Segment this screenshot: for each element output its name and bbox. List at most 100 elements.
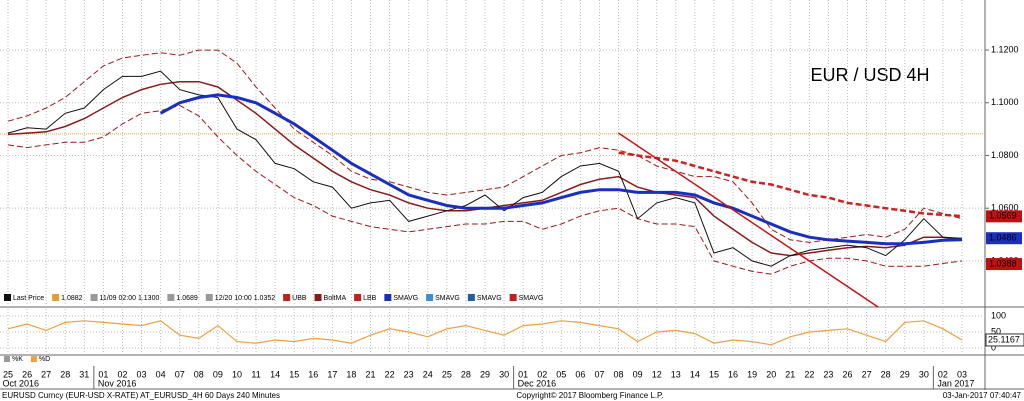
- x-tick-label: 07: [175, 369, 185, 379]
- x-tick-label: 02: [537, 369, 547, 379]
- x-tick-label: 14: [270, 369, 280, 379]
- x-tick-label: 10: [232, 369, 242, 379]
- series-line: [159, 93, 963, 246]
- legend-swatch: [52, 294, 60, 301]
- x-tick-label: 25: [3, 369, 13, 379]
- x-tick-label: 29: [480, 369, 490, 379]
- x-tick-label: 13: [671, 369, 681, 379]
- x-tick-label: 22: [385, 369, 395, 379]
- legend-label: LBB: [363, 295, 377, 302]
- x-tick-label: 27: [41, 369, 51, 379]
- x-tick-label: 21: [785, 369, 795, 379]
- month-label: Dec 2016: [518, 378, 557, 388]
- series-line: [618, 151, 963, 218]
- legend-swatch: [314, 294, 322, 301]
- x-tick-label: 25: [442, 369, 452, 379]
- x-tick-label: 26: [22, 369, 32, 379]
- legend-label: SMAVG: [435, 295, 460, 302]
- price-tag-label: 1.0486: [989, 233, 1017, 243]
- x-tick-label: 28: [461, 369, 471, 379]
- legend-swatch: [205, 294, 213, 301]
- footer-center: Copyright© 2017 Bloomberg Finance L.P.: [516, 391, 663, 400]
- legend-swatch: [426, 294, 434, 301]
- oscillator-tag: [985, 333, 1024, 347]
- price-tag-label: 1.0388: [989, 258, 1017, 268]
- y-tick-label: 1.1000: [991, 97, 1019, 107]
- x-tick-label: 09: [633, 369, 643, 379]
- series-line: [7, 70, 963, 267]
- x-tick-label: 30: [919, 369, 929, 379]
- x-tick-label: 20: [766, 369, 776, 379]
- month-label: Oct 2016: [2, 378, 39, 388]
- x-tick-label: 02: [117, 369, 127, 379]
- x-tick-label: 15: [289, 369, 299, 379]
- x-tick-label: 17: [327, 369, 337, 379]
- legend-swatch: [467, 294, 475, 301]
- y-tick-label: 0: [991, 342, 996, 352]
- x-tick-label: 06: [575, 369, 585, 379]
- legend-swatch: [283, 294, 291, 301]
- x-tick-label: 24: [423, 369, 433, 379]
- footer-right: 03-Jan-2017 07:40:47: [943, 391, 1022, 400]
- legend-label: SMAVG: [393, 295, 418, 302]
- legend-label: BoltMA: [324, 295, 347, 302]
- x-tick-label: 05: [556, 369, 566, 379]
- x-tick-label: 18: [346, 369, 356, 379]
- month-label: Nov 2016: [98, 378, 137, 388]
- legend-swatch: [167, 294, 175, 301]
- legend-label: 1.0689: [176, 295, 198, 302]
- x-tick-label: 01: [518, 369, 528, 379]
- footer-left: EURUSD Curncy (EUR-USD X-RATE) AT_EURUSD…: [2, 391, 280, 400]
- legend-label: %K: [12, 356, 23, 363]
- x-tick-label: 30: [499, 369, 509, 379]
- legend-swatch: [509, 294, 517, 301]
- x-tick-label: 23: [823, 369, 833, 379]
- y-tick-label: 1.1200: [991, 44, 1019, 54]
- x-tick-label: 09: [213, 369, 223, 379]
- x-tick-label: 23: [404, 369, 414, 379]
- y-tick-label: 50: [991, 326, 1001, 336]
- x-tick-label: 22: [804, 369, 814, 379]
- x-tick-label: 16: [308, 369, 318, 379]
- price-tag: [986, 210, 1022, 223]
- price-tag-label: 1.0569: [989, 211, 1017, 221]
- x-tick-label: 28: [60, 369, 70, 379]
- legend-label: UBB: [292, 295, 307, 302]
- y-tick-label: 100: [991, 310, 1006, 320]
- legend-swatch: [4, 294, 11, 301]
- x-tick-label: 29: [900, 369, 910, 379]
- x-tick-label: 07: [594, 369, 604, 379]
- oscillator-line: [7, 320, 963, 346]
- month-label: Jan 2017: [937, 378, 974, 388]
- x-tick-label: 31: [79, 369, 89, 379]
- x-tick-label: 21: [366, 369, 376, 379]
- legend-swatch: [30, 356, 37, 362]
- x-tick-label: 19: [747, 369, 757, 379]
- x-tick-label: 11: [251, 369, 260, 379]
- legend-label: SMAVG: [477, 295, 502, 302]
- chart-title: EUR / USD 4H: [810, 65, 929, 85]
- x-tick-label: 14: [690, 369, 700, 379]
- price-tag: [986, 258, 1022, 271]
- x-tick-label: 15: [709, 369, 719, 379]
- legend-swatch: [354, 294, 362, 301]
- legend-label: %D: [39, 356, 50, 363]
- x-tick-label: 08: [614, 369, 624, 379]
- x-tick-label: 28: [881, 369, 891, 379]
- x-tick-label: 26: [843, 369, 853, 379]
- legend-label: 12/20 10:00 1.0352: [215, 295, 275, 302]
- y-tick-label: 1.0600: [991, 203, 1019, 213]
- x-tick-label: 02: [938, 369, 948, 379]
- price-tag: [986, 232, 1022, 245]
- trendline: [618, 132, 879, 308]
- x-tick-label: 03: [957, 369, 967, 379]
- x-tick-label: 27: [862, 369, 872, 379]
- legend-label: Last Price: [13, 295, 44, 302]
- legend-swatch: [384, 294, 392, 301]
- legend-swatch: [90, 294, 98, 301]
- x-tick-label: 12: [652, 369, 662, 379]
- legend-label: 1.0882: [61, 295, 83, 302]
- x-tick-label: 04: [156, 369, 166, 379]
